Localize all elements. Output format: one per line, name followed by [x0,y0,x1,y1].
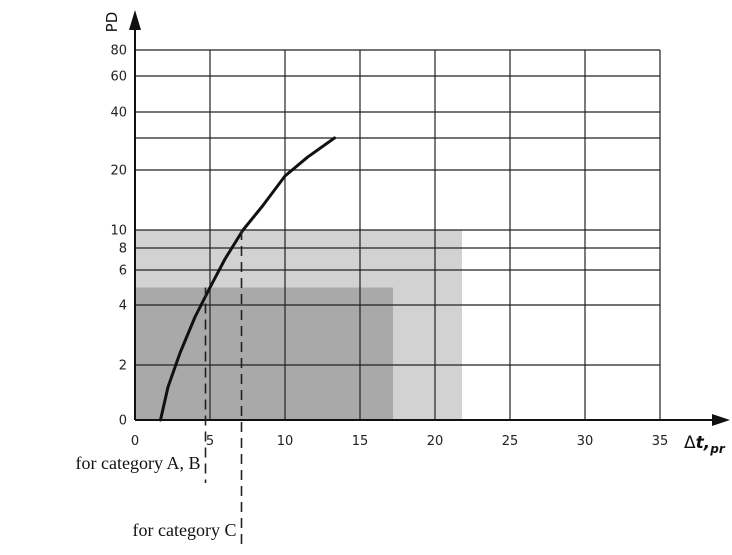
y-tick-label-60: 60 [110,70,127,85]
marker-label-1: for category A, B [76,453,201,473]
y-tick-label-40: 40 [110,106,127,121]
y-tick-label-2: 2 [119,359,127,374]
axes [129,10,730,426]
y-tick-label-0: 0 [119,414,127,429]
y-tick-label-10: 10 [110,224,127,239]
x-axis-label: Δt,pr [684,433,726,456]
y-tick-label-6: 6 [119,264,127,279]
x-tick-label-35: 35 [652,434,669,449]
y-tick-labels: 0 2 4 6 8 10 20 40 60 80 [110,44,127,429]
x-axis-label-var: t, [696,433,711,453]
series-curve-1 [159,136,336,422]
category-markers: for category A, B for category C [76,230,243,550]
shaded-region-2 [135,287,393,420]
x-tick-label-15: 15 [352,434,369,449]
x-axis-label-symbol: Δ [684,433,696,453]
x-tick-labels: 0 5 10 15 20 25 30 35 [131,434,668,449]
grid [135,49,661,420]
y-tick-label-80: 80 [110,44,127,59]
y-axis-label: PD [103,12,121,33]
x-tick-label-5: 5 [206,434,214,449]
y-tick-label-20: 20 [110,164,127,179]
shaded-regions [135,230,462,420]
x-tick-label-25: 25 [502,434,519,449]
y-tick-label-8: 8 [119,242,127,257]
y-tick-label-4: 4 [119,299,127,314]
x-axis-arrow [712,414,730,426]
x-tick-label-10: 10 [277,434,294,449]
curve-layer [159,136,336,422]
x-tick-label-30: 30 [577,434,594,449]
x-tick-label-20: 20 [427,434,444,449]
x-tick-label-0: 0 [131,434,139,449]
y-axis-arrow [129,10,141,30]
marker-label-2: for category C [133,520,237,540]
x-axis-label-subscript: pr [709,442,726,456]
